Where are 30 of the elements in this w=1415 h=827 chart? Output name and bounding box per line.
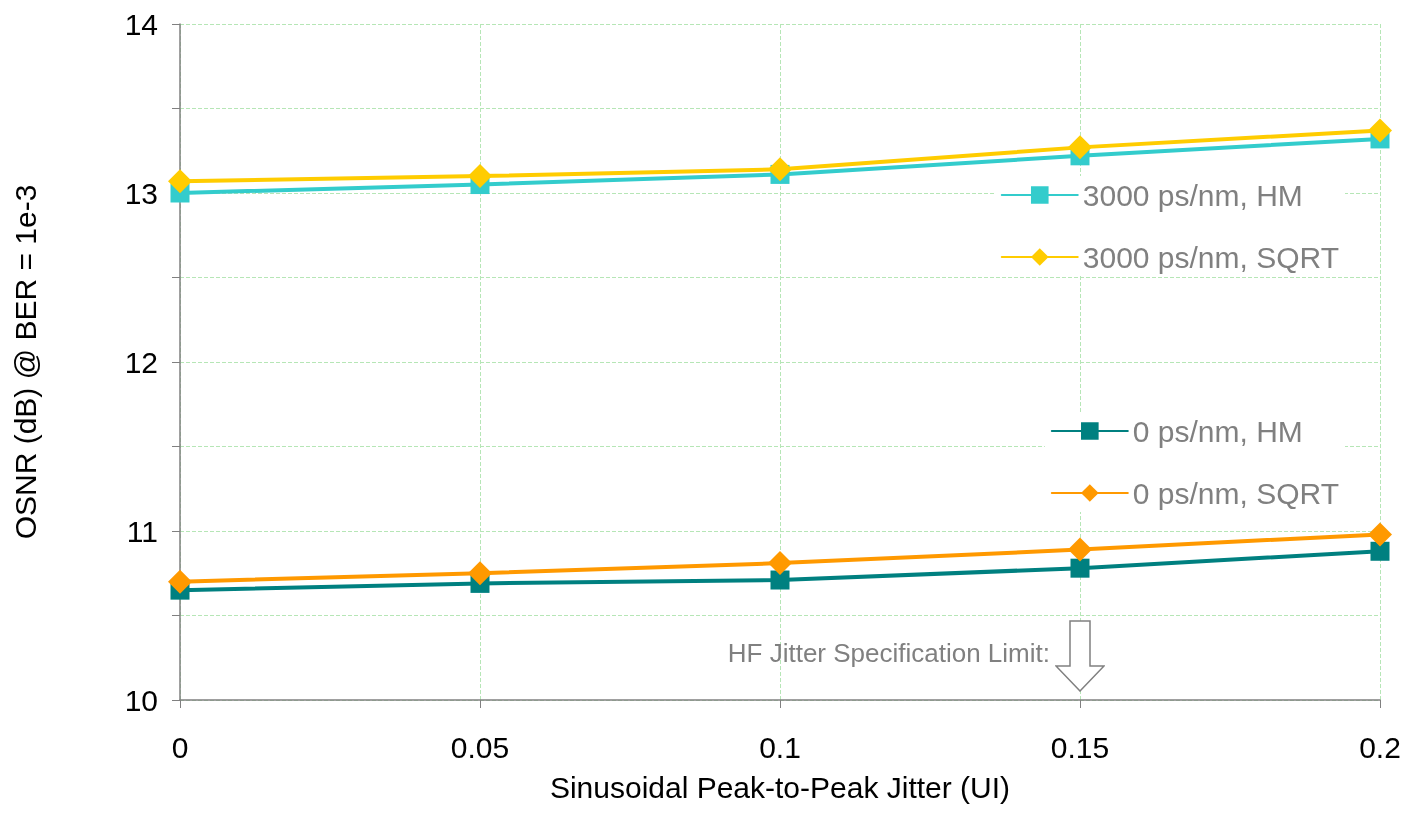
point	[468, 561, 492, 586]
x-tick-label: 0.15	[1050, 730, 1110, 764]
x-tick-label: 0	[171, 730, 189, 764]
point	[1070, 558, 1090, 578]
point	[768, 157, 792, 182]
annotation: HF Jitter Specification Limit:	[727, 638, 1050, 669]
point	[1368, 118, 1392, 143]
point	[168, 569, 192, 594]
y-tick-label: 12	[124, 345, 158, 379]
x-tick-label: 0.05	[450, 730, 510, 764]
y-axis-title: OSNR (dB) @ BER = 1e-3	[8, 184, 42, 540]
point	[1368, 522, 1392, 547]
y-tick-label: 13	[124, 176, 158, 210]
point	[770, 570, 790, 590]
y-tick-label: 11	[126, 514, 158, 548]
y-tick-label: 10	[124, 683, 158, 717]
legend-label: 3000 ps/nm, HM	[1082, 178, 1303, 212]
legend-label: 0 ps/nm, SQRT	[1132, 476, 1340, 510]
point	[468, 164, 492, 189]
y-tick-label: 14	[124, 7, 158, 41]
point	[168, 169, 192, 194]
point	[768, 551, 792, 576]
legend-label: 3000 ps/nm, SQRT	[1082, 240, 1339, 274]
x-tick-label: 0.2	[1359, 730, 1401, 764]
x-tick-label: 0.1	[759, 730, 801, 764]
legend-label: 0 ps/nm, HM	[1132, 414, 1303, 448]
point	[1370, 541, 1390, 561]
point	[1068, 537, 1092, 562]
x-axis-title: Sinusoidal Peak-to-Peak Jitter (UI)	[549, 770, 1011, 804]
point	[1068, 135, 1092, 160]
